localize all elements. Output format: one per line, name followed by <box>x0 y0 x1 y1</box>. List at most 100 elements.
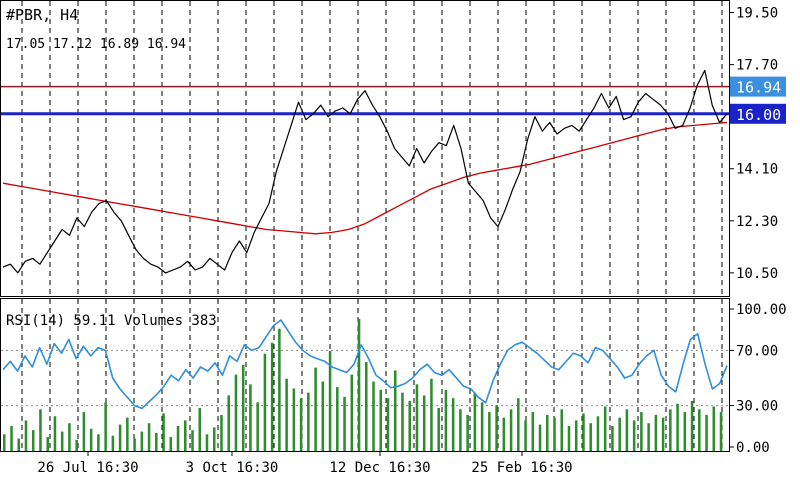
volume-bar <box>401 392 404 451</box>
volume-bar <box>437 407 440 451</box>
volume-bars <box>3 319 723 451</box>
volume-bar <box>553 417 556 451</box>
volume-bar <box>97 434 100 451</box>
volume-bar <box>39 409 42 451</box>
y-tick-label: 19.50 <box>736 6 778 22</box>
x-tick-label: 3 Oct 16:30 <box>186 460 279 476</box>
y-tick-label: 12.30 <box>736 214 778 230</box>
sub-y-tick-label: 0.00 <box>736 440 770 456</box>
volume-bar <box>336 387 339 451</box>
volume-bar <box>654 414 658 451</box>
volume-bar <box>386 398 390 451</box>
sub-y-tick-label: 30.00 <box>736 399 778 415</box>
volume-bar <box>205 434 209 451</box>
volume-bar <box>676 403 679 451</box>
x-tick-label: 26 Jul 16:30 <box>37 460 138 476</box>
volume-bar <box>509 409 513 451</box>
volume-bar <box>603 406 607 451</box>
volume-bar <box>212 427 216 451</box>
volume-bar <box>640 412 643 451</box>
volume-bar <box>118 424 122 451</box>
volume-bar <box>350 374 354 451</box>
x-tick-label: 25 Feb 16:30 <box>471 460 572 476</box>
volume-bar <box>379 389 383 451</box>
y-tick-label: 10.50 <box>736 266 778 282</box>
indicator-title: RSI(14) 59.11 Volumes 383 <box>6 313 217 329</box>
volume-bar <box>415 384 419 451</box>
level-price-tag <box>730 76 786 97</box>
volume-bar <box>234 374 238 451</box>
volume-bar <box>408 400 411 451</box>
volume-bar <box>560 409 564 451</box>
volume-bar <box>75 439 78 451</box>
volume-bar <box>712 406 716 451</box>
volume-bar <box>372 381 375 451</box>
volume-bar <box>632 420 636 451</box>
volume-bar <box>133 438 136 451</box>
volume-bar <box>227 395 230 451</box>
symbol-title: #PBR, H4 <box>6 6 78 24</box>
volume-bar <box>220 414 223 451</box>
series-lines <box>2 69 728 410</box>
volume-bar <box>285 378 288 451</box>
volume-bar <box>343 396 346 451</box>
volume-bar <box>82 412 86 451</box>
volume-bar <box>430 378 433 451</box>
volume-bar <box>524 420 527 451</box>
volume-bar <box>162 413 165 451</box>
volume-bar <box>241 364 245 451</box>
volume-bar <box>517 398 520 451</box>
volume-bar <box>451 398 455 451</box>
volume-bar <box>278 328 281 451</box>
main-chart-frame <box>0 0 730 297</box>
volume-bar <box>596 416 600 451</box>
volume-bar <box>661 417 665 451</box>
volume-bar <box>531 412 535 451</box>
level-price-label: 16.94 <box>736 79 781 97</box>
volume-bar <box>422 395 426 451</box>
volume-bar <box>393 370 397 451</box>
volume-bar <box>176 425 180 451</box>
price-line <box>2 69 728 274</box>
volume-bar <box>618 417 621 451</box>
volume-bar <box>24 420 28 451</box>
volume-bar <box>567 425 571 451</box>
y-tick-label: 17.70 <box>736 58 778 74</box>
volume-bar <box>263 353 267 451</box>
volume-bar <box>473 392 477 451</box>
volume-bar <box>104 402 107 451</box>
volume-bar <box>647 423 650 451</box>
level-price-tag <box>730 103 786 124</box>
volume-bar <box>3 434 6 451</box>
volume-bar <box>147 423 151 451</box>
volume-bar <box>488 412 491 451</box>
volume-bar <box>314 367 317 451</box>
volume-bar <box>256 402 259 451</box>
volume-bar <box>270 342 274 451</box>
moving-average-line <box>2 121 728 235</box>
volume-bar <box>357 319 361 451</box>
volume-bar <box>31 430 35 451</box>
volume-bar <box>538 424 542 451</box>
volume-bar <box>126 417 129 451</box>
volume-bar <box>140 431 144 451</box>
volume-bar <box>444 389 448 451</box>
volume-bar <box>169 437 173 451</box>
volume-bar <box>625 409 629 451</box>
volume-bar <box>574 420 578 451</box>
volume-bar <box>466 414 469 451</box>
volume-bar <box>249 384 252 451</box>
volume-bar <box>459 409 462 451</box>
volume-bar <box>60 431 64 451</box>
volume-bar <box>328 350 332 451</box>
rsi-line <box>2 319 728 410</box>
volume-bar <box>68 423 71 451</box>
ohlc-readout: 17.05 17.12 16.89 16.94 <box>6 37 186 52</box>
volume-bar <box>299 398 303 451</box>
volume-bar <box>589 423 592 451</box>
volume-bar <box>307 392 310 451</box>
volume-bar <box>611 425 614 451</box>
volume-bar <box>546 414 549 451</box>
volume-bar <box>705 414 708 451</box>
